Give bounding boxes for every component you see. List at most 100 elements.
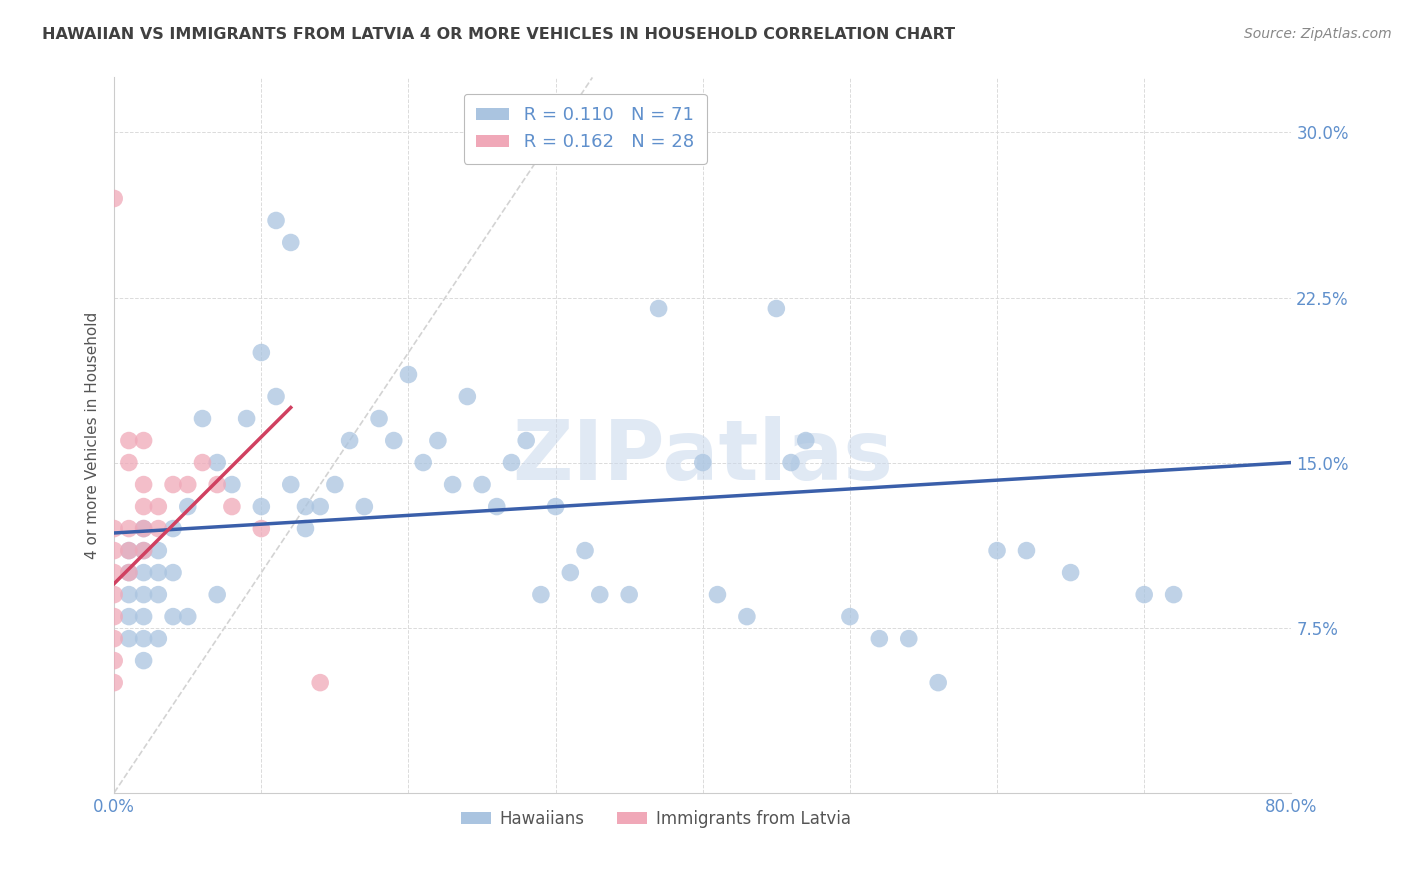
Point <box>309 675 332 690</box>
Point <box>148 522 170 536</box>
Point <box>103 609 125 624</box>
Point <box>132 434 155 448</box>
Point <box>132 500 155 514</box>
Point <box>191 411 214 425</box>
Legend: Hawaiians, Immigrants from Latvia: Hawaiians, Immigrants from Latvia <box>454 803 858 834</box>
Point <box>162 477 184 491</box>
Point <box>118 434 141 448</box>
Text: ZIPatlas: ZIPatlas <box>512 416 893 497</box>
Point <box>177 500 200 514</box>
Point <box>118 456 141 470</box>
Point <box>132 632 155 646</box>
Text: HAWAIIAN VS IMMIGRANTS FROM LATVIA 4 OR MORE VEHICLES IN HOUSEHOLD CORRELATION C: HAWAIIAN VS IMMIGRANTS FROM LATVIA 4 OR … <box>42 27 955 42</box>
Point <box>221 477 243 491</box>
Point <box>574 543 596 558</box>
Point <box>148 566 170 580</box>
Point <box>118 522 141 536</box>
Point <box>1163 588 1185 602</box>
Point <box>132 543 155 558</box>
Point <box>412 456 434 470</box>
Point <box>103 192 125 206</box>
Point <box>485 500 508 514</box>
Point <box>191 456 214 470</box>
Point <box>148 500 170 514</box>
Point <box>177 609 200 624</box>
Point <box>118 566 141 580</box>
Point <box>132 522 155 536</box>
Point <box>264 390 287 404</box>
Point <box>132 477 155 491</box>
Point <box>280 477 302 491</box>
Point <box>398 368 420 382</box>
Point <box>118 543 141 558</box>
Point <box>280 235 302 250</box>
Point <box>205 456 228 470</box>
Point <box>132 609 155 624</box>
Point <box>148 588 170 602</box>
Point <box>780 456 803 470</box>
Point <box>544 500 567 514</box>
Point <box>221 500 243 514</box>
Point <box>1059 566 1081 580</box>
Point <box>235 411 257 425</box>
Point <box>294 522 316 536</box>
Point <box>148 632 170 646</box>
Point <box>619 588 641 602</box>
Point <box>162 566 184 580</box>
Point <box>530 588 553 602</box>
Point <box>339 434 361 448</box>
Point <box>368 411 391 425</box>
Point <box>692 456 714 470</box>
Point <box>986 543 1008 558</box>
Point <box>927 675 949 690</box>
Point <box>103 654 125 668</box>
Point <box>103 675 125 690</box>
Point <box>515 434 537 448</box>
Point <box>132 522 155 536</box>
Point <box>132 566 155 580</box>
Point <box>560 566 582 580</box>
Point <box>838 609 860 624</box>
Point <box>1133 588 1156 602</box>
Point <box>794 434 817 448</box>
Point <box>103 566 125 580</box>
Text: Source: ZipAtlas.com: Source: ZipAtlas.com <box>1244 27 1392 41</box>
Point <box>132 654 155 668</box>
Point <box>118 566 141 580</box>
Point <box>264 213 287 227</box>
Point <box>868 632 890 646</box>
Point <box>162 522 184 536</box>
Point <box>471 477 494 491</box>
Point <box>103 588 125 602</box>
Point <box>205 477 228 491</box>
Point <box>589 588 612 602</box>
Point <box>118 543 141 558</box>
Point <box>132 588 155 602</box>
Point <box>118 632 141 646</box>
Point <box>132 543 155 558</box>
Point <box>250 522 273 536</box>
Point <box>103 543 125 558</box>
Point <box>501 456 523 470</box>
Point <box>441 477 464 491</box>
Y-axis label: 4 or more Vehicles in Household: 4 or more Vehicles in Household <box>86 311 100 558</box>
Point <box>148 543 170 558</box>
Point <box>426 434 449 448</box>
Point <box>765 301 787 316</box>
Point <box>706 588 728 602</box>
Point <box>118 609 141 624</box>
Point <box>1015 543 1038 558</box>
Point <box>162 609 184 624</box>
Point <box>353 500 375 514</box>
Point <box>294 500 316 514</box>
Point <box>735 609 758 624</box>
Point <box>205 588 228 602</box>
Point <box>647 301 669 316</box>
Point <box>250 500 273 514</box>
Point <box>382 434 405 448</box>
Point <box>118 588 141 602</box>
Point <box>177 477 200 491</box>
Point <box>103 632 125 646</box>
Point <box>250 345 273 359</box>
Point <box>897 632 920 646</box>
